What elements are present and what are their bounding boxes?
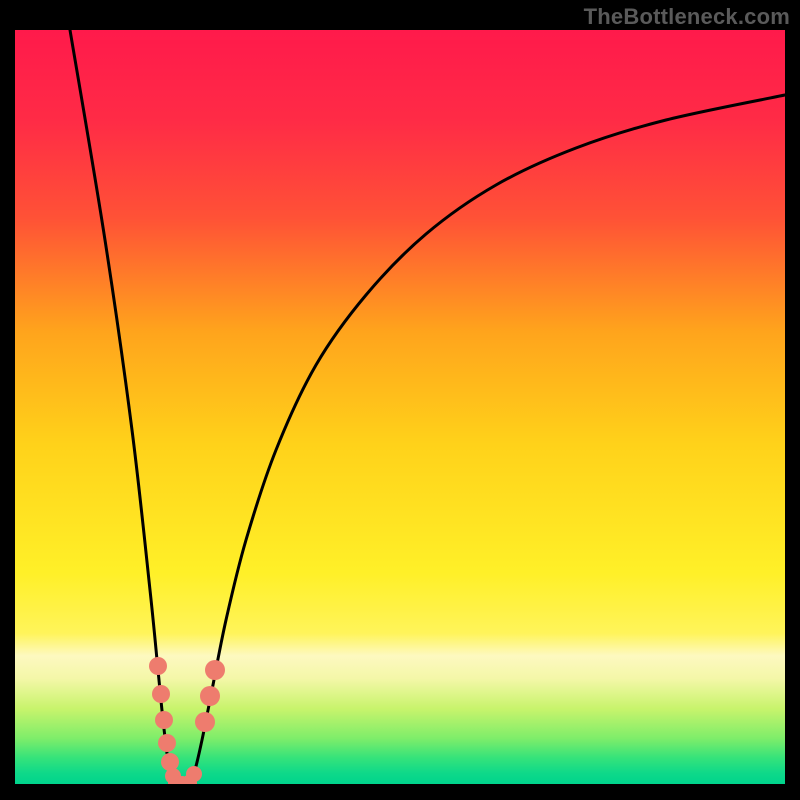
dip-marker [149,657,167,675]
dip-marker [161,753,179,771]
watermark-text: TheBottleneck.com [584,4,790,30]
dip-marker-cluster [149,657,225,792]
curve-layer [0,0,800,800]
dip-marker [186,766,202,782]
chart-canvas: TheBottleneck.com [0,0,800,800]
dip-marker [205,660,225,680]
dip-marker [200,686,220,706]
dip-marker [155,711,173,729]
dip-marker [195,712,215,732]
dip-marker [158,734,176,752]
right-ascending-curve [190,95,785,784]
dip-marker [152,685,170,703]
